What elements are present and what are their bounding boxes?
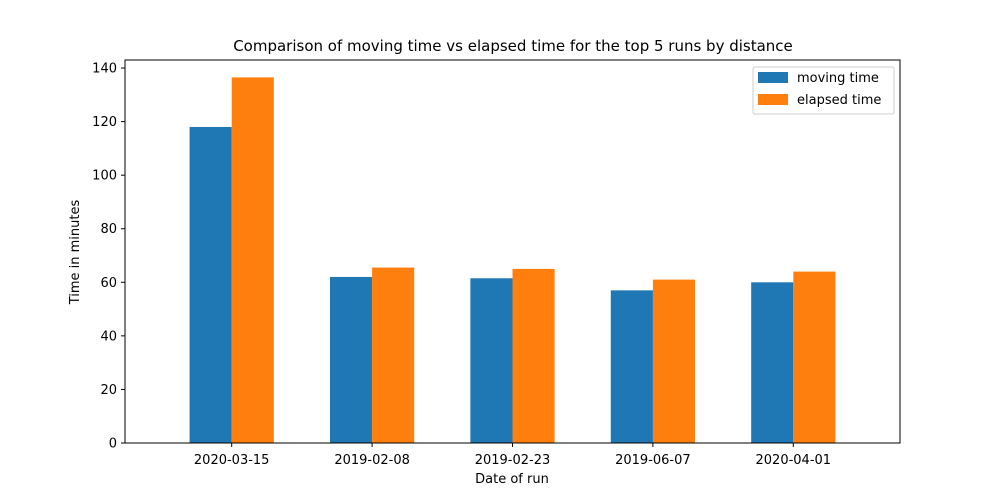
x-tick-label: 2019-02-23 <box>475 453 551 468</box>
bar-moving-time-2019-02-08 <box>329 276 373 443</box>
x-tick-label: 2019-02-08 <box>334 453 410 468</box>
legend-label-elapsed-time: elapsed time <box>797 93 881 108</box>
x-tick-label: 2020-04-01 <box>756 453 832 468</box>
bar-elapsed-time-2019-02-08 <box>372 267 415 443</box>
legend-swatch-elapsed-time <box>758 94 788 105</box>
legend: moving time elapsed time <box>752 66 895 115</box>
legend-label-moving-time: moving time <box>797 71 879 86</box>
bar-moving-time-2020-03-15 <box>189 126 232 444</box>
bar-elapsed-time-2020-04-01 <box>793 271 836 443</box>
x-tick-label: 2019-06-07 <box>615 453 691 468</box>
bar-moving-time-2019-02-23 <box>470 278 513 443</box>
legend-box <box>752 66 895 115</box>
chart-title: Comparison of moving time vs elapsed tim… <box>233 37 793 55</box>
y-tick-label: 20 <box>100 383 117 398</box>
y-tick-label: 140 <box>92 62 117 77</box>
bar-moving-time-2019-06-07 <box>610 290 653 443</box>
y-tick-label: 80 <box>100 222 117 237</box>
y-tick-label: 60 <box>100 276 117 291</box>
y-tick-label: 0 <box>109 437 117 452</box>
bar-elapsed-time-2020-03-15 <box>231 77 274 443</box>
bar-moving-time-2020-04-01 <box>751 282 794 443</box>
y-axis-label: Time in minutes <box>68 200 83 306</box>
bars-group <box>189 77 836 444</box>
y-axis: 0 20 40 60 80 100 120 140 <box>92 62 125 452</box>
x-axis: 2020-03-15 2019-02-08 2019-02-23 2019-06-07… <box>194 443 831 468</box>
y-tick-label: 120 <box>92 115 117 130</box>
bar-elapsed-time-2019-06-07 <box>652 279 696 443</box>
x-tick-label: 2020-03-15 <box>194 453 270 468</box>
y-tick-label: 40 <box>100 329 117 344</box>
legend-swatch-moving-time <box>758 72 788 83</box>
x-axis-label: Date of run <box>475 472 549 487</box>
y-tick-label: 100 <box>92 169 117 184</box>
bar-elapsed-time-2019-02-23 <box>512 268 555 443</box>
